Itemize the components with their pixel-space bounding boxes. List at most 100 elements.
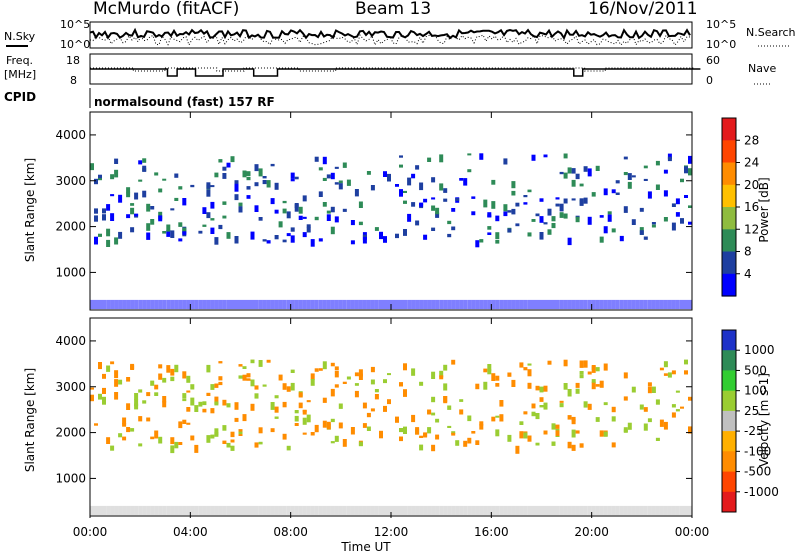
heatmap-cell — [242, 299, 247, 310]
heatmap-cell — [146, 223, 151, 231]
heatmap-cell — [671, 203, 676, 207]
heatmap-cell — [186, 407, 191, 412]
heatmap-cell — [627, 181, 632, 189]
heatmap-cell — [234, 505, 239, 516]
heatmap-cell — [162, 396, 167, 403]
heatmap-cell — [423, 198, 428, 203]
heatmap-cell — [447, 505, 452, 516]
heatmap-cell — [230, 299, 235, 310]
heatmap-cell — [254, 505, 259, 516]
heatmap-cell — [358, 299, 363, 310]
heatmap-cell — [330, 362, 335, 367]
heatmap-cell — [362, 299, 367, 310]
heatmap-cell — [495, 383, 500, 387]
heatmap-cell — [459, 505, 464, 516]
heatmap-cell — [623, 505, 628, 516]
heatmap-cell — [154, 430, 159, 439]
heatmap-cell — [399, 155, 403, 158]
heatmap-cell — [254, 164, 259, 172]
heatmap-cell — [579, 371, 584, 375]
heatmap-cell — [310, 373, 315, 380]
heatmap-cell — [258, 217, 263, 221]
heatmap-cell — [330, 299, 335, 310]
freq-tick-top: 18 — [66, 54, 80, 67]
heatmap-cell — [214, 428, 219, 436]
heatmap-cell — [443, 188, 448, 193]
heatmap-cell — [330, 441, 335, 444]
heatmap-cell — [214, 505, 219, 516]
heatmap-cell — [158, 373, 163, 380]
heatmap-cell — [362, 423, 367, 428]
heatmap-cell — [611, 442, 616, 448]
freq-series-line — [90, 68, 701, 77]
heatmap-cell — [214, 383, 219, 388]
heatmap-cell — [302, 409, 307, 413]
heatmap-cell — [154, 505, 159, 516]
heatmap-cell — [591, 505, 596, 516]
heatmap-cell — [178, 222, 183, 227]
heatmap-cell — [302, 232, 307, 238]
heatmap-cell — [146, 232, 151, 240]
heatmap-cell — [583, 505, 588, 516]
heatmap-cell — [495, 232, 500, 239]
heatmap-cell — [98, 299, 102, 310]
heatmap-cell — [455, 198, 460, 201]
heatmap-cell — [302, 417, 307, 425]
heatmap-cell — [423, 505, 428, 516]
heatmap-cell — [310, 505, 315, 516]
heatmap-cell — [535, 299, 540, 310]
heatmap-cell — [403, 426, 407, 434]
heatmap-cell — [591, 192, 596, 197]
heatmap-cell — [262, 176, 267, 179]
noise-tick-left-top: 10^5 — [60, 18, 90, 31]
heatmap-cell — [138, 389, 143, 393]
heatmap-cell — [162, 401, 167, 408]
heatmap-cell — [483, 505, 488, 516]
heatmap-cell — [374, 394, 379, 400]
heatmap-cell — [174, 173, 179, 178]
heatmap-cell — [254, 385, 259, 390]
heatmap-cell — [631, 299, 636, 310]
heatmap-cell — [383, 171, 387, 177]
heatmap-cell — [302, 195, 307, 202]
heatmap-cell — [475, 505, 480, 516]
heatmap-cell — [338, 299, 343, 310]
heatmap-cell — [142, 505, 147, 516]
heatmap-cell — [499, 299, 504, 310]
heatmap-cell — [379, 231, 383, 240]
heatmap-cell — [166, 505, 171, 516]
heatmap-cell — [218, 376, 223, 381]
heatmap-cell — [515, 299, 520, 310]
heatmap-cell — [94, 505, 98, 516]
heatmap-cell — [318, 167, 323, 171]
heatmap-cell — [411, 173, 416, 179]
heatmap-cell — [475, 383, 480, 390]
heatmap-cell — [511, 299, 516, 310]
heatmap-cell — [366, 171, 371, 175]
heatmap-cell — [222, 425, 227, 431]
heatmap-cell — [399, 299, 403, 310]
heatmap-cell — [354, 505, 359, 516]
heatmap-cell — [290, 505, 295, 516]
heatmap-cell — [110, 174, 115, 180]
heatmap-cell — [615, 299, 620, 310]
nsearch-label: N.Search — [746, 26, 796, 39]
heatmap-cell — [174, 299, 179, 310]
heatmap-cell — [290, 299, 295, 310]
heatmap-cell — [262, 384, 267, 387]
heatmap-cell — [182, 371, 187, 379]
heatmap-cell — [194, 505, 199, 516]
heatmap-cell — [170, 208, 175, 211]
heatmap-cell — [655, 299, 660, 310]
heatmap-cell — [387, 505, 391, 516]
heatmap-cell — [234, 402, 239, 410]
heatmap-cell — [499, 414, 504, 422]
heatmap-cell — [467, 169, 472, 173]
heatmap-cell — [318, 368, 323, 371]
heatmap-cell — [266, 505, 271, 516]
heatmap-cell — [631, 219, 636, 225]
heatmap-cell — [495, 375, 500, 381]
heatmap-cell — [383, 505, 387, 516]
nave-tick-bottom: 0 — [706, 74, 713, 87]
heatmap-cell — [334, 166, 339, 169]
